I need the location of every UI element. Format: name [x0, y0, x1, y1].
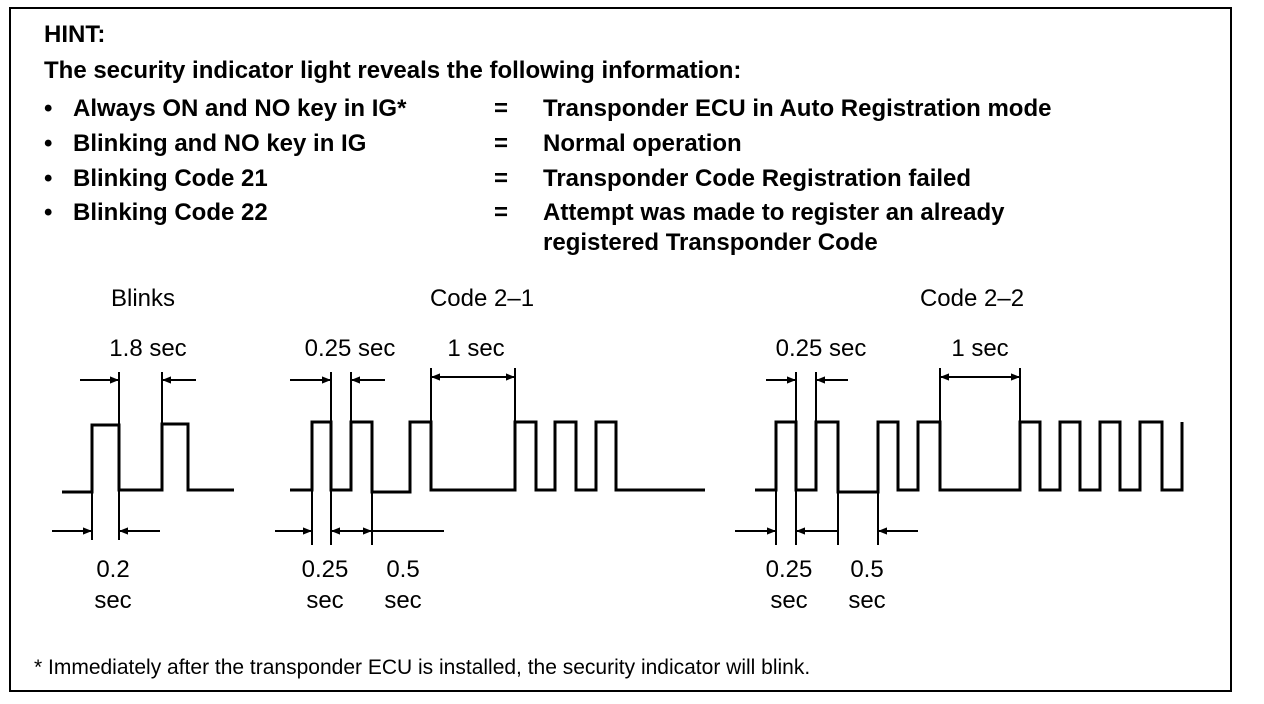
bullet: •	[44, 199, 53, 226]
code22-bottom-b-value: 0.5	[850, 556, 883, 583]
intro-text: The security indicator light reveals the…	[44, 57, 742, 84]
code21-bottom-a-unit: sec	[306, 587, 343, 614]
row-condition: Always ON and NO key in IG*	[73, 95, 407, 122]
code22-bottom-b-unit: sec	[848, 587, 885, 614]
hint-frame	[9, 7, 1232, 692]
row-equals: =	[494, 130, 509, 157]
blinks-width-unit: sec	[94, 587, 131, 614]
code21-long-label: 1 sec	[447, 335, 504, 362]
row-equals: =	[494, 199, 509, 226]
code21-short-label: 0.25 sec	[305, 335, 396, 362]
row-result: Transponder Code Registration failed	[543, 165, 972, 192]
row-condition: Blinking Code 22	[73, 199, 268, 226]
code21-title: Code 2–1	[430, 285, 534, 312]
row-equals: =	[494, 165, 509, 192]
code22-short-label: 0.25 sec	[776, 335, 867, 362]
row-equals: =	[494, 95, 509, 122]
bullet: •	[44, 165, 53, 192]
code21-waveform	[290, 420, 705, 494]
code22-long-label: 1 sec	[951, 335, 1008, 362]
bullet: •	[44, 95, 53, 122]
row-result: Attempt was made to register an already	[543, 199, 1005, 226]
code22-title: Code 2–2	[920, 285, 1024, 312]
code21-bottom-b-value: 0.5	[386, 556, 419, 583]
row-condition: Blinking Code 21	[73, 165, 268, 192]
blinks-waveform	[62, 422, 234, 494]
row-result-continuation: registered Transponder Code	[543, 229, 878, 256]
blinks-period-label: 1.8 sec	[109, 335, 186, 362]
footnote: * Immediately after the transponder ECU …	[34, 656, 811, 679]
code22-bottom-a-value: 0.25	[766, 556, 813, 583]
code21-bottom-b-unit: sec	[384, 587, 421, 614]
code21-bottom-a-value: 0.25	[302, 556, 349, 583]
blinks-width-value: 0.2	[96, 556, 129, 583]
row-condition: Blinking and NO key in IG	[73, 130, 367, 157]
row-result: Transponder ECU in Auto Registration mod…	[543, 95, 1052, 122]
code22-waveform	[755, 420, 1184, 494]
code22-bottom-a-unit: sec	[770, 587, 807, 614]
hint-heading: HINT:	[44, 21, 106, 48]
bullet: •	[44, 130, 53, 157]
blinks-title: Blinks	[111, 285, 175, 312]
row-result: Normal operation	[543, 130, 742, 157]
